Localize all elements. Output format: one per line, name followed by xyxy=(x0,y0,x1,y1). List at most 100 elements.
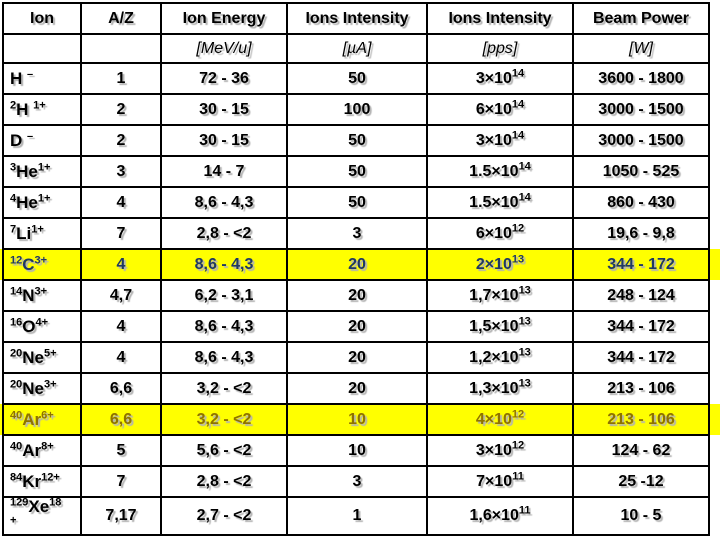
exponent-superscript: 12 xyxy=(511,222,525,235)
ion-charge-superscript: 18 xyxy=(49,497,62,509)
exponent-superscript: 14 xyxy=(511,129,525,142)
energy-cell: 14 - 7 xyxy=(160,155,288,188)
intensity-pps-cell: 2×1013 xyxy=(426,248,574,281)
ion-charge-superscript: 1+ xyxy=(37,191,51,204)
ion-beam-table: Ion A/Z Ion Energy Ions Intensity Ions I… xyxy=(2,2,710,536)
ion-mass-superscript: 12 xyxy=(10,253,23,266)
az-cell: 7 xyxy=(80,465,162,498)
unit-cell-intensity-pps: [pps] xyxy=(426,33,574,64)
intensity-pps-cell: 6×1012 xyxy=(426,217,574,250)
energy-cell: 8,6 - 4,3 xyxy=(160,341,288,374)
beam-power-cell: 344 - 172 xyxy=(572,341,710,374)
header-row: Ion A/Z Ion Energy Ions Intensity Ions I… xyxy=(2,2,710,35)
exponent-superscript: 13 xyxy=(518,377,531,390)
ion-cell: H – xyxy=(2,62,82,95)
az-cell: 3 xyxy=(80,155,162,188)
exponent-superscript: 13 xyxy=(518,315,531,328)
energy-cell: 6,2 - 3,1 xyxy=(160,279,288,312)
intensity-ua-cell: 50 xyxy=(286,124,428,157)
ion-symbol: Xe xyxy=(28,497,50,516)
ion-charge-superscript: 6+ xyxy=(41,408,54,421)
energy-cell: 72 - 36 xyxy=(160,62,288,95)
ion-cell: D – xyxy=(2,124,82,157)
ion-charge-superscript: 1+ xyxy=(37,160,51,173)
ion-mass-superscript: 16 xyxy=(10,315,23,328)
unit-cell-intensity-ua: [µA] xyxy=(286,33,428,64)
exponent-superscript: 11 xyxy=(512,470,524,483)
ion-charge-superscript: – xyxy=(27,67,34,80)
intensity-pps-cell: 3×1014 xyxy=(426,124,574,157)
table-row: H –1 72 - 36 50 3×1014 3600 - 1800 xyxy=(2,62,710,95)
exponent-superscript: 14 xyxy=(518,160,531,173)
ion-cell: 4He1+ xyxy=(2,186,82,219)
ion-cell: 40Ar6+ xyxy=(2,403,82,436)
table-row: 40Ar8+ 5 5,6 - <2 10 3×1012 124 - 62 xyxy=(2,434,710,467)
intensity-ua-cell: 50 xyxy=(286,62,428,95)
ion-mass-superscript: 84 xyxy=(10,470,23,483)
energy-cell: 2,8 - <2 xyxy=(160,217,288,250)
table-row: 4He1+ 4 8,6 - 4,3 50 1.5×1014 860 - 430 xyxy=(2,186,710,219)
ion-cell: 20Ne5+ xyxy=(2,341,82,374)
beam-power-cell: 10 - 5 xyxy=(572,496,710,536)
ion-cell: 129Xe18 + xyxy=(2,496,82,536)
exponent-superscript: 13 xyxy=(518,284,531,297)
column-header-beam-power: Beam Power xyxy=(572,2,710,35)
beam-power-cell: 19,6 - 9,8 xyxy=(572,217,710,250)
az-cell: 1 xyxy=(80,62,162,95)
az-cell: 5 xyxy=(80,434,162,467)
ion-cell: 3He1+ xyxy=(2,155,82,188)
intensity-ua-cell: 1 xyxy=(286,496,428,536)
unit-cell-energy: [MeV/u] xyxy=(160,33,288,64)
ion-cell: 40Ar8+ xyxy=(2,434,82,467)
ion-mass-superscript: 40 xyxy=(10,439,23,452)
ion-symbol: He xyxy=(16,161,38,181)
intensity-pps-cell: 7×1011 xyxy=(426,465,574,498)
energy-cell: 3,2 - <2 xyxy=(160,372,288,405)
ion-charge-superscript: – xyxy=(27,129,34,142)
az-cell: 6,6 xyxy=(80,403,162,436)
energy-cell: 5,6 - <2 xyxy=(160,434,288,467)
unit-cell-ion xyxy=(2,33,82,64)
table-body: H –1 72 - 36 50 3×1014 3600 - 1800 2H 1+ 2 30 -… xyxy=(2,62,710,536)
ion-symbol: Ne xyxy=(22,378,44,398)
ion-cell: 14N3+ xyxy=(2,279,82,312)
az-cell: 2 xyxy=(80,93,162,126)
intensity-ua-cell: 20 xyxy=(286,310,428,343)
intensity-pps-cell: 1,2×1013 xyxy=(426,341,574,374)
beam-power-cell: 248 - 124 xyxy=(572,279,710,312)
ion-cell: 7Li1+ xyxy=(2,217,82,250)
az-cell: 6,6 xyxy=(80,372,162,405)
exponent-superscript: 12 xyxy=(511,408,525,421)
ion-symbol: Ar xyxy=(22,440,42,460)
ion-charge-superscript: 1+ xyxy=(31,222,44,235)
exponent-superscript: 14 xyxy=(511,67,525,80)
ion-mass-superscript: 4 xyxy=(10,191,17,204)
ion-charge-superscript: 12+ xyxy=(41,470,60,483)
ion-symbol: He xyxy=(16,192,38,212)
exponent-superscript: 14 xyxy=(518,191,531,204)
beam-power-cell: 1050 - 525 xyxy=(572,155,710,188)
ion-mass-superscript: 20 xyxy=(10,346,23,359)
table-row: 3He1+ 3 14 - 7 50 1.5×1014 1050 - 525 xyxy=(2,155,710,188)
intensity-pps-cell: 1,3×1013 xyxy=(426,372,574,405)
intensity-pps-cell: 1.5×1014 xyxy=(426,186,574,219)
intensity-pps-cell: 3×1012 xyxy=(426,434,574,467)
ion-mass-superscript: 3 xyxy=(10,160,17,173)
ion-symbol: D xyxy=(10,130,27,150)
intensity-ua-cell: 3 xyxy=(286,217,428,250)
beam-power-cell: 3600 - 1800 xyxy=(572,62,710,95)
ion-symbol: Kr xyxy=(22,471,42,491)
column-header-az: A/Z xyxy=(80,2,162,35)
beam-power-cell: 25 -12 xyxy=(572,465,710,498)
intensity-pps-cell: 1.5×1014 xyxy=(426,155,574,188)
intensity-pps-cell: 1,7×1013 xyxy=(426,279,574,312)
table-row: 84Kr12+ 7 2,8 - <2 3 7×1011 25 -12 xyxy=(2,465,710,498)
ion-charge-superscript: 1+ xyxy=(33,98,46,111)
table-row: 129Xe18 +7,17 2,7 - <2 1 1,6×1011 10 - 5 xyxy=(2,496,710,536)
az-cell: 7 xyxy=(80,217,162,250)
table-row: 16O4+ 4 8,6 - 4,3 20 1,5×1013 344 - 172 xyxy=(2,310,710,343)
ion-mass-superscript: 129 xyxy=(10,497,29,509)
intensity-ua-cell: 10 xyxy=(286,434,428,467)
az-cell: 4,7 xyxy=(80,279,162,312)
